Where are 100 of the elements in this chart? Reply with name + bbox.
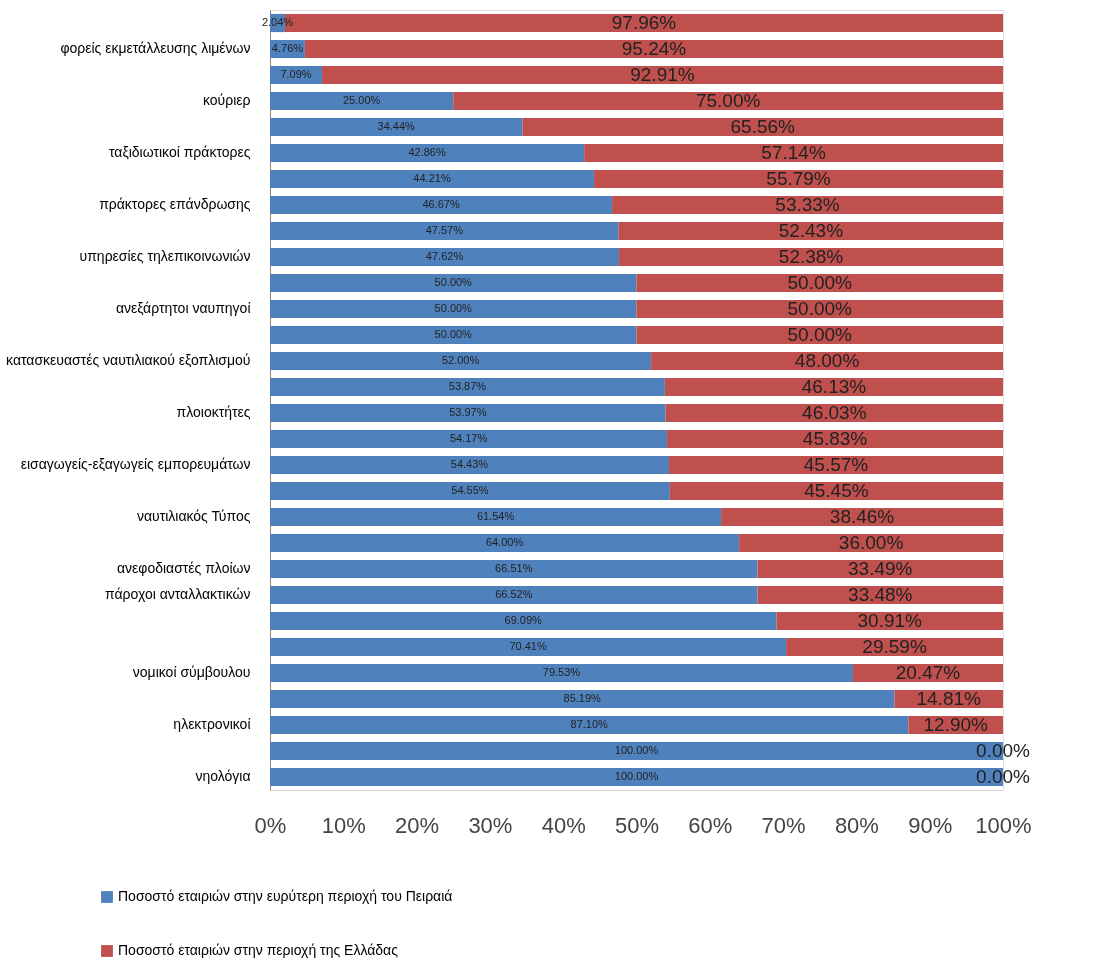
data-label: 85.19%	[563, 692, 602, 704]
bar	[665, 403, 1003, 423]
data-label: 54.55%	[451, 484, 489, 496]
bar	[270, 403, 666, 423]
x-tick-label: 20%	[395, 812, 440, 838]
data-label: 57.14%	[761, 142, 826, 163]
x-tick-label: 60%	[688, 812, 733, 838]
data-label: 55.79%	[766, 168, 831, 189]
x-tick-label: 90%	[908, 812, 953, 838]
x-tick-label: 0%	[254, 812, 287, 838]
bar	[270, 195, 613, 215]
data-label: 65.56%	[730, 116, 796, 137]
data-label: 34.44%	[377, 120, 416, 132]
bar	[270, 507, 722, 527]
data-label: 42.86%	[408, 146, 446, 158]
data-label: 52.38%	[778, 246, 844, 267]
bar	[270, 715, 909, 735]
bar	[270, 689, 895, 709]
x-tick-label: 30%	[468, 812, 513, 838]
data-label: 14.81%	[916, 688, 982, 709]
data-label: 47.62%	[425, 250, 464, 262]
data-label: 50.00%	[434, 276, 473, 288]
data-label: 64.00%	[485, 536, 524, 548]
data-label: 87.10%	[570, 718, 609, 730]
bar	[612, 195, 1003, 215]
data-label: 33.49%	[848, 558, 913, 579]
data-label: 4.76%	[271, 42, 304, 54]
data-label: 50.00%	[434, 302, 473, 314]
bar	[270, 559, 758, 579]
bar	[270, 143, 585, 163]
data-label: 52.00%	[441, 354, 480, 366]
bar	[270, 221, 619, 241]
bar	[651, 351, 1003, 371]
x-tick-label: 10%	[321, 812, 366, 838]
data-label: 50.00%	[787, 298, 853, 319]
x-tick-label: 80%	[834, 812, 879, 838]
data-label: 54.17%	[449, 432, 488, 444]
bar	[618, 221, 1003, 241]
data-label: 2.04%	[261, 16, 294, 28]
y-tick-label: νομικοί σύμβουλου	[132, 664, 251, 680]
bar	[270, 637, 787, 657]
y-tick-label: υπηρεσίες τηλεπικοινωνιών	[79, 248, 251, 264]
bar	[270, 481, 670, 501]
data-label: 44.21%	[413, 172, 451, 184]
data-label: 46.03%	[802, 402, 867, 423]
data-label: 66.51%	[495, 562, 533, 574]
data-label: 100.00%	[614, 744, 659, 756]
y-tick-label: πλοιοκτήτες	[176, 404, 251, 420]
data-label: 95.24%	[621, 38, 687, 59]
data-label: 45.57%	[803, 454, 869, 475]
data-label: 54.43%	[450, 458, 489, 470]
bar	[270, 533, 740, 553]
data-label: 48.00%	[794, 350, 860, 371]
data-label: 97.96%	[611, 12, 677, 33]
bar	[667, 429, 1003, 449]
x-tick-label: 50%	[614, 812, 660, 838]
y-tick-label: ταξιδιωτικοί πράκτορες	[109, 144, 251, 160]
data-label: 79.53%	[542, 666, 581, 678]
bar	[270, 247, 620, 267]
data-label: 45.45%	[804, 480, 869, 501]
data-label: 7.09%	[280, 68, 312, 80]
legend-label: Ποσοστό εταιριών στην ευρύτερη περιοχή του Πειραιά	[118, 888, 453, 904]
data-label: 33.48%	[848, 584, 913, 605]
legend-label: Ποσοστό εταιριών στην περιοχή της Ελλάδας	[118, 942, 399, 958]
data-label: 61.54%	[476, 510, 515, 522]
data-label: 36.00%	[838, 532, 904, 553]
bar	[664, 377, 1003, 397]
bar	[321, 65, 1003, 85]
bar	[270, 611, 777, 631]
data-label: 46.13%	[801, 376, 867, 397]
y-tick-label: κούριερ	[202, 92, 251, 108]
data-label: 50.00%	[787, 272, 853, 293]
bar	[304, 39, 1003, 59]
data-label: 20.47%	[895, 662, 961, 683]
bar	[270, 585, 758, 605]
bar	[270, 325, 637, 345]
data-label: 47.57%	[425, 224, 464, 236]
y-tick-label: πάροχοι ανταλλακτικών	[105, 586, 251, 602]
bar	[270, 663, 853, 683]
data-label: 46.67%	[422, 198, 460, 210]
bar	[594, 169, 1003, 189]
data-label: 25.00%	[342, 94, 381, 106]
y-tick-label: πράκτορες επάνδρωσης	[99, 196, 251, 212]
y-tick-label: ανεφοδιαστές πλοίων	[116, 560, 251, 576]
data-label: 12.90%	[923, 714, 989, 735]
data-label: 53.87%	[448, 380, 487, 392]
data-label: 52.43%	[778, 220, 844, 241]
bar	[270, 351, 652, 371]
x-tick-label: 40%	[541, 812, 586, 838]
x-tick-label: 100%	[975, 812, 1032, 838]
data-label: 100.00%	[614, 770, 659, 782]
data-label: 50.00%	[787, 324, 853, 345]
bar	[270, 169, 595, 189]
data-label: 66.52%	[495, 588, 533, 600]
x-tick-label: 70%	[761, 812, 806, 838]
bar	[584, 143, 1003, 163]
bar	[270, 299, 637, 319]
y-tick-label: ναυτιλιακός Τύπος	[136, 508, 251, 524]
y-tick-label: ηλεκτρονικοί	[173, 716, 251, 732]
y-tick-label: κατασκευαστές ναυτιλιακού εξοπλισμού	[6, 352, 251, 368]
